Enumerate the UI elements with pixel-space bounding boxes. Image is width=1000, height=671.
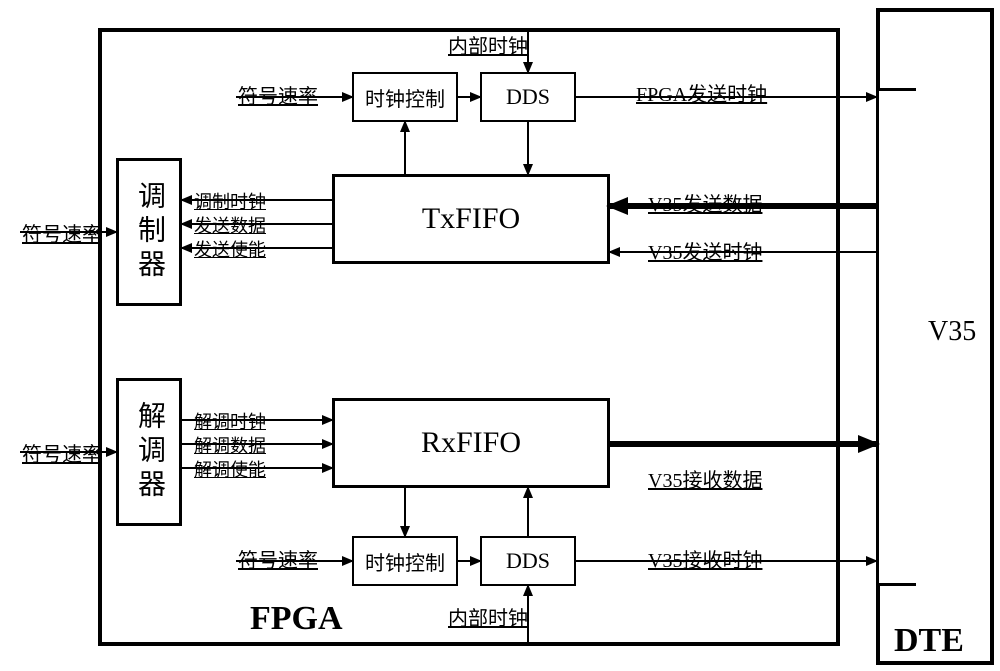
signal-label-demen: 解调使能 [194,456,266,482]
signal-label-txen: 发送使能 [194,236,266,262]
dds-top-label: DDS [506,84,550,110]
signal-label-symrate: 符号速率 [22,438,102,467]
signal-label-v35_rxdata: V35接收数据 [648,464,762,493]
v35-label: V35 [928,316,976,348]
signal-label-v35_rxclk: V35接收时钟 [648,544,762,573]
signal-label-v35_txclk: V35发送时钟 [648,236,762,265]
fpga-label: FPGA [250,600,343,638]
rxfifo-block: RxFIFO [332,398,610,488]
demodulator-block: 解调器 [116,378,182,526]
signal-label-fpga_txclk: FPGA发送时钟 [636,78,767,107]
signal-label-symrate: 符号速率 [238,80,318,109]
signal-label-intclk: 内部时钟 [448,602,528,631]
dds-bottom-label: DDS [506,548,550,574]
v35-block [876,88,916,586]
clk-ctrl-bottom: 时钟控制 [352,536,458,586]
txfifo-block: TxFIFO [332,174,610,264]
diagram-stage: FPGA DTE V35 调制器 解调器 时钟控制 DDS TxFIFO RxF… [0,0,1000,671]
demodulator-label: 解调器 [129,401,169,503]
dte-label: DTE [894,622,964,660]
modulator-block: 调制器 [116,158,182,306]
signal-label-symrate: 符号速率 [22,218,102,247]
clk-ctrl-top-label: 时钟控制 [365,83,445,112]
clk-ctrl-top: 时钟控制 [352,72,458,122]
signal-label-v35_txdata: V35发送数据 [648,188,762,217]
dds-top: DDS [480,72,576,122]
signal-label-txdata: 发送数据 [194,212,266,238]
signal-label-intclk: 内部时钟 [448,30,528,59]
clk-ctrl-bottom-label: 时钟控制 [365,547,445,576]
dds-bottom: DDS [480,536,576,586]
signal-label-modclk: 调制时钟 [194,188,266,214]
rxfifo-label: RxFIFO [421,426,521,460]
signal-label-demclk: 解调时钟 [194,408,266,434]
signal-label-symrate: 符号速率 [238,544,318,573]
modulator-label: 调制器 [129,181,169,283]
signal-label-demdata: 解调数据 [194,432,266,458]
txfifo-label: TxFIFO [422,202,520,236]
